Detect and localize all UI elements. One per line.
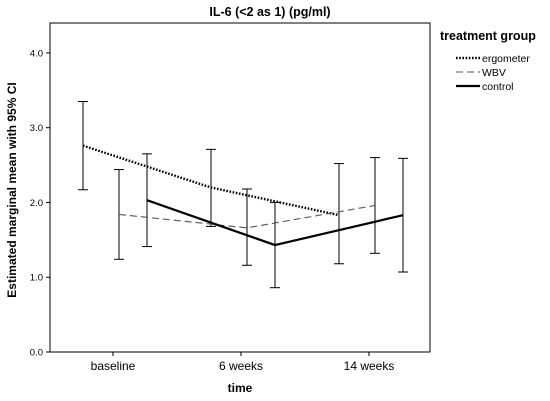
y-tick-label: 4.0: [30, 48, 43, 59]
legend: treatment group ergometer WBV control: [440, 29, 536, 93]
legend-title: treatment group: [440, 29, 536, 43]
x-tick-label: 14 weeks: [344, 359, 395, 373]
legend-label: ergometer: [482, 53, 530, 65]
x-axis-ticks: baseline 6 weeks 14 weeks: [91, 352, 395, 373]
chart-title: IL-6 (<2 as 1) (pg/ml): [209, 5, 330, 19]
y-tick-label: 1.0: [30, 273, 43, 284]
legend-label: WBV: [482, 67, 506, 79]
y-tick-label: 2.0: [30, 198, 43, 209]
series-line-ergometer: [82, 144, 340, 217]
y-tick-label: 3.0: [30, 123, 43, 134]
legend-label: control: [482, 81, 514, 93]
plot-frame: [49, 22, 431, 353]
y-tick-label: 0.0: [30, 348, 43, 359]
x-tick-label: baseline: [91, 359, 136, 373]
series-lines: [82, 144, 404, 247]
x-tick-label: 6 weeks: [219, 359, 263, 373]
series-line-control: [146, 199, 404, 247]
x-axis-title: time: [228, 381, 253, 395]
y-axis-title: Estimated marginal mean with 95% CI: [5, 82, 19, 297]
y-axis-ticks: 0.0 1.0 2.0 3.0 4.0: [30, 48, 50, 359]
series-line-wbv: [118, 204, 376, 229]
